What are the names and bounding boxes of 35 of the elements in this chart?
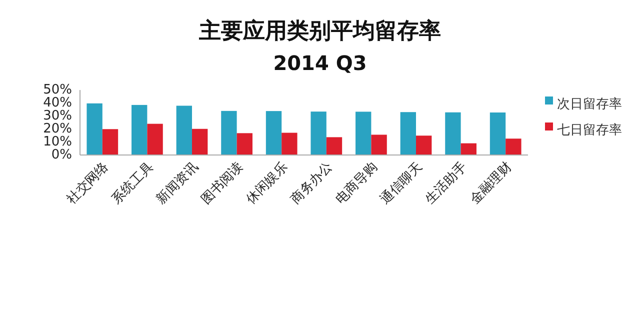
bar [490,112,506,155]
y-tick-label: 20% [43,122,72,137]
bar [147,124,163,155]
legend-label: 七日留存率 [557,122,622,138]
bar [310,112,326,155]
x-tick-label: 休闲娱乐 [244,160,291,208]
y-tick-label: 10% [43,134,72,150]
bar [460,143,476,155]
bar [416,136,432,155]
x-tick-label: 通信聊天 [378,160,426,208]
chart-title: 主要应用类别平均留存率 [198,18,441,44]
x-tick-label: 图书阅读 [198,160,246,208]
x-tick-label: 金融理财 [468,160,515,208]
bar [371,134,387,155]
bar [86,103,102,155]
bar [176,106,192,155]
x-tick-label: 生活助手 [422,160,470,208]
x-tick-label: 商务办公 [288,160,336,208]
chart-subtitle: 2014 Q3 [273,51,367,75]
bar [506,138,522,155]
bar [236,133,252,155]
y-tick-label: 30% [43,108,72,124]
legend-label: 次日留存率 [557,96,622,112]
bar [356,112,372,155]
y-tick-label: 50% [43,82,72,98]
bar [400,112,416,155]
bar [192,128,208,155]
bar [282,132,298,155]
bar [326,137,342,155]
y-tick-label: 40% [43,96,72,111]
bar [132,104,148,155]
bar [266,111,282,155]
bar [102,129,118,155]
bar [445,112,461,155]
bar [221,110,237,155]
